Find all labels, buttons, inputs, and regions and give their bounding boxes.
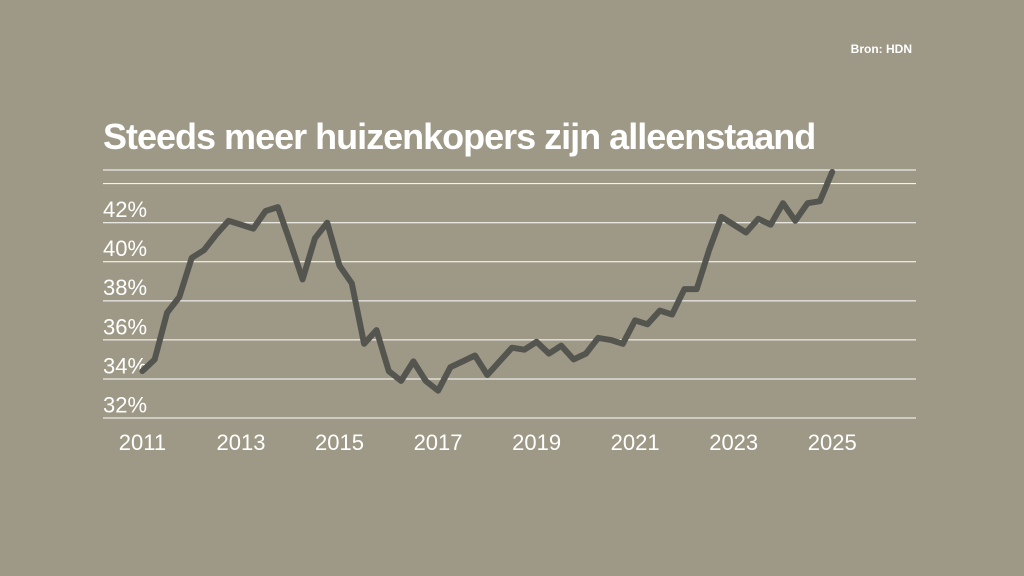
series-line bbox=[139, 169, 836, 394]
y-tick-label: 32% bbox=[103, 392, 147, 417]
y-tick-label: 42% bbox=[103, 197, 147, 222]
x-axis-tick-labels: 2011 2013 2015 2017 2019 2021 2023 2025 bbox=[119, 430, 857, 455]
y-tick-label: 38% bbox=[103, 275, 147, 300]
y-tick-label: 36% bbox=[103, 314, 147, 339]
x-tick-label: 2019 bbox=[512, 430, 561, 455]
grid-lines bbox=[103, 169, 916, 419]
y-tick-label: 40% bbox=[103, 236, 147, 261]
x-tick-label: 2013 bbox=[216, 430, 265, 455]
x-tick-label: 2017 bbox=[414, 430, 463, 455]
y-tick-label: 34% bbox=[103, 353, 147, 378]
source-label: Bron: HDN bbox=[850, 42, 912, 56]
x-tick-label: 2021 bbox=[611, 430, 660, 455]
y-axis-tick-labels: 32% 34% 36% 38% 40% 42% bbox=[103, 197, 147, 417]
x-tick-label: 2011 bbox=[119, 430, 166, 455]
x-tick-label: 2015 bbox=[315, 430, 364, 455]
x-tick-label: 2023 bbox=[709, 430, 758, 455]
chart-title: Steeds meer huizenkopers zijn alleenstaa… bbox=[103, 116, 816, 157]
x-tick-label: 2025 bbox=[808, 430, 857, 455]
